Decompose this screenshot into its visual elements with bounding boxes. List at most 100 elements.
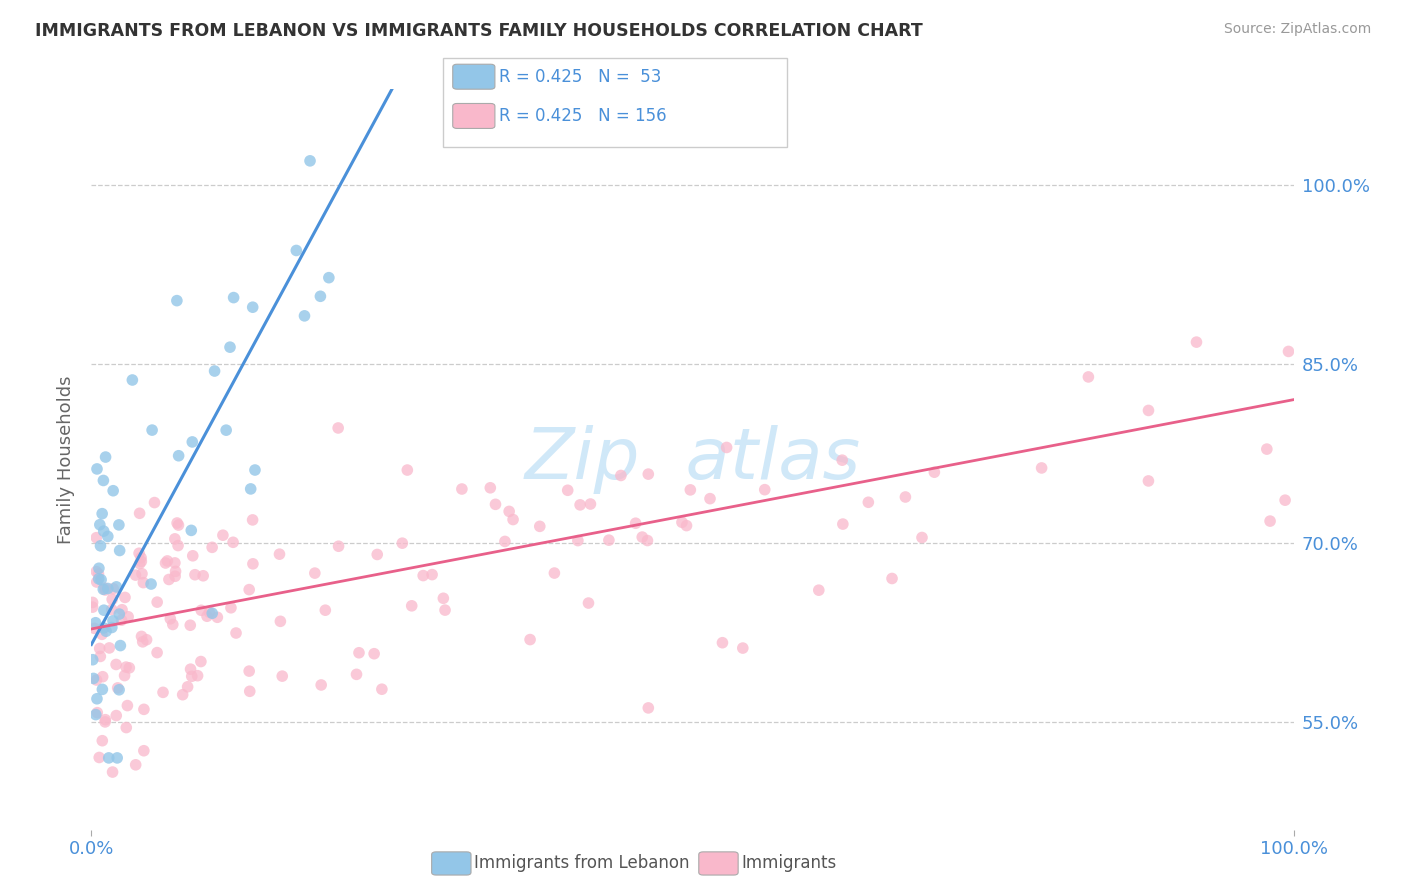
Point bbox=[143, 495, 166, 509]
Point bbox=[108, 517, 131, 532]
Point bbox=[167, 539, 190, 553]
Point bbox=[1274, 493, 1296, 508]
Point bbox=[219, 600, 242, 615]
Point bbox=[215, 423, 238, 437]
Point bbox=[105, 708, 128, 723]
Point bbox=[157, 573, 180, 587]
Point bbox=[314, 603, 336, 617]
Point bbox=[101, 592, 124, 607]
Point bbox=[89, 517, 111, 532]
Point bbox=[269, 615, 291, 629]
Point bbox=[484, 497, 506, 511]
Point bbox=[132, 702, 155, 716]
Point bbox=[201, 541, 224, 555]
Point bbox=[519, 632, 541, 647]
Point bbox=[242, 513, 264, 527]
Point bbox=[89, 649, 111, 664]
Point bbox=[198, 605, 221, 619]
Point bbox=[304, 566, 326, 580]
Point bbox=[180, 669, 202, 683]
Point bbox=[180, 662, 202, 676]
Point bbox=[675, 518, 697, 533]
Point bbox=[238, 664, 260, 678]
Point bbox=[225, 626, 247, 640]
Point bbox=[93, 603, 115, 617]
Point bbox=[1137, 474, 1160, 488]
Point bbox=[93, 524, 115, 538]
Text: R = 0.425   N = 156: R = 0.425 N = 156 bbox=[499, 107, 666, 125]
Point bbox=[1031, 461, 1053, 475]
Point bbox=[699, 491, 721, 506]
Point bbox=[679, 483, 702, 497]
Point bbox=[181, 434, 204, 449]
Point bbox=[86, 462, 108, 476]
Point bbox=[880, 572, 903, 586]
Point bbox=[1258, 514, 1281, 528]
Point bbox=[91, 682, 114, 697]
Point bbox=[86, 673, 108, 687]
Point bbox=[631, 530, 654, 544]
Point bbox=[86, 565, 108, 579]
Point bbox=[1185, 335, 1208, 350]
Point bbox=[328, 421, 350, 435]
Point bbox=[201, 607, 224, 621]
Point bbox=[139, 577, 162, 591]
Point bbox=[89, 539, 111, 553]
Point bbox=[91, 582, 114, 597]
Point bbox=[543, 566, 565, 580]
Point bbox=[610, 468, 633, 483]
Point bbox=[132, 744, 155, 758]
Point bbox=[243, 463, 266, 477]
Point bbox=[156, 554, 179, 568]
Point bbox=[132, 575, 155, 590]
Point bbox=[105, 657, 128, 672]
Point bbox=[103, 582, 125, 596]
Point bbox=[716, 441, 738, 455]
Point bbox=[115, 721, 138, 735]
Point bbox=[731, 641, 754, 656]
Point bbox=[131, 566, 153, 581]
Point bbox=[396, 463, 419, 477]
Point bbox=[98, 640, 121, 655]
Point bbox=[82, 653, 104, 667]
Point bbox=[239, 482, 262, 496]
Point bbox=[146, 595, 169, 609]
Point bbox=[166, 293, 188, 308]
Point bbox=[93, 621, 115, 635]
Point bbox=[420, 567, 443, 582]
Point bbox=[86, 691, 108, 706]
Point bbox=[391, 536, 413, 550]
Point bbox=[807, 583, 830, 598]
Point bbox=[569, 498, 592, 512]
Point bbox=[924, 465, 946, 479]
Point bbox=[479, 481, 502, 495]
Y-axis label: Family Households: Family Households bbox=[58, 376, 76, 543]
Point bbox=[1256, 442, 1278, 456]
Point bbox=[159, 612, 181, 626]
Point bbox=[101, 765, 124, 780]
Point bbox=[187, 668, 209, 682]
Point bbox=[637, 467, 659, 482]
Point bbox=[557, 483, 579, 498]
Point bbox=[624, 516, 647, 531]
Point bbox=[107, 681, 129, 695]
Point bbox=[163, 556, 186, 570]
Point bbox=[115, 660, 138, 674]
Point bbox=[502, 512, 524, 526]
Point bbox=[494, 534, 516, 549]
Point bbox=[222, 291, 245, 305]
Point bbox=[129, 550, 152, 565]
Point bbox=[108, 543, 131, 558]
Point bbox=[309, 678, 332, 692]
Point bbox=[831, 453, 853, 467]
Text: IMMIGRANTS FROM LEBANON VS IMMIGRANTS FAMILY HOUSEHOLDS CORRELATION CHART: IMMIGRANTS FROM LEBANON VS IMMIGRANTS FA… bbox=[35, 22, 922, 40]
Text: Source: ZipAtlas.com: Source: ZipAtlas.com bbox=[1223, 22, 1371, 37]
Point bbox=[366, 548, 388, 562]
Point bbox=[219, 340, 242, 354]
Point bbox=[163, 532, 186, 546]
Point bbox=[111, 603, 134, 617]
Point bbox=[371, 682, 394, 697]
Point bbox=[118, 661, 141, 675]
Point bbox=[222, 535, 245, 549]
Point bbox=[91, 670, 114, 684]
